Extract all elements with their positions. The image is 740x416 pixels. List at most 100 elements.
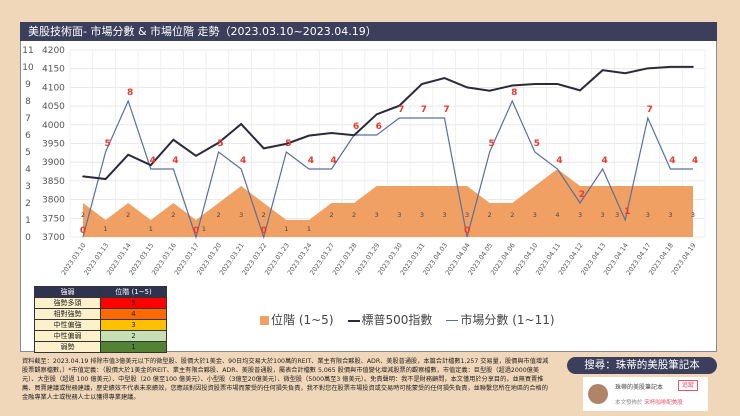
score-label: 5 bbox=[217, 139, 223, 149]
row-value: 4 bbox=[100, 308, 167, 320]
sp500-point bbox=[285, 143, 288, 145]
sp500-point bbox=[692, 66, 694, 68]
table-row: 中性偏弱 2 bbox=[34, 330, 167, 342]
row-label: 中性偏弱 bbox=[34, 330, 101, 342]
score-label: 7 bbox=[421, 105, 427, 115]
score-label: 8 bbox=[127, 88, 133, 98]
level-label: 3 bbox=[375, 211, 379, 219]
score-label: 7 bbox=[398, 105, 404, 115]
right-axis-tick: 3950 bbox=[42, 140, 65, 150]
row-label: 相對強勢 bbox=[34, 308, 101, 320]
score-label: 5 bbox=[285, 139, 291, 149]
sp500-line bbox=[82, 65, 693, 181]
row-label: 中性偏強 bbox=[34, 319, 101, 331]
sp500-point bbox=[127, 153, 129, 156]
level-label: 4 bbox=[555, 211, 559, 219]
level-label: 2 bbox=[329, 211, 333, 219]
level-label: 3 bbox=[578, 211, 582, 219]
level-label: 3 bbox=[397, 211, 401, 219]
published-info: 本文發佈於 宋杯咖啡配美股 bbox=[615, 400, 683, 406]
score-label: 5 bbox=[489, 139, 495, 149]
score-label: 4 bbox=[330, 156, 336, 166]
sp500-point bbox=[195, 155, 197, 157]
score-label: 8 bbox=[511, 88, 517, 98]
score-label: 4 bbox=[150, 156, 156, 166]
score-label: 6 bbox=[353, 122, 359, 132]
search-badge: 搜尋：珠蒂的美股筆記本 bbox=[567, 357, 717, 374]
row-label: 強勢多頭 bbox=[34, 297, 101, 309]
follow-button[interactable]: 追蹤 bbox=[678, 380, 699, 391]
level-label: 2 bbox=[171, 211, 175, 219]
table-row: 弱勢 1 bbox=[34, 341, 167, 353]
legend-item-score: 市場分數 (1~11) bbox=[446, 311, 555, 328]
sp500-point bbox=[511, 84, 514, 87]
right-axis-tick: 3850 bbox=[42, 177, 65, 187]
sp500-point bbox=[104, 178, 107, 180]
left-axis-tick: 0 bbox=[25, 233, 31, 243]
sp500-point bbox=[82, 175, 84, 178]
strength-legend-table: 強弱 位階 (1~5) 強勢多頭 5 相對強勢 4 中性偏強 3 中性偏弱 2 弱勢 1 bbox=[34, 286, 167, 353]
table-row: 強勢多頭 5 bbox=[34, 297, 167, 309]
level-label: 2 bbox=[488, 211, 492, 219]
sp500-point bbox=[647, 67, 649, 70]
right-axis-tick: 4000 bbox=[42, 121, 65, 131]
level-label: 3 bbox=[691, 211, 695, 219]
sp500-point bbox=[624, 72, 627, 74]
sp500-point bbox=[534, 83, 536, 85]
score-label: 0 bbox=[464, 226, 470, 236]
row-value: 2 bbox=[100, 330, 167, 342]
table-row: 中性偏強 3 bbox=[34, 319, 167, 331]
level-label: 2 bbox=[216, 211, 220, 219]
sp500-point bbox=[262, 147, 265, 150]
left-axis-tick: 5 bbox=[25, 148, 31, 158]
publication-link[interactable]: 宋杯咖啡配美股 bbox=[644, 400, 683, 406]
sp500-point bbox=[398, 104, 401, 107]
row-value: 3 bbox=[100, 319, 167, 331]
author-card[interactable]: 珠蒂的美股筆記本 追蹤 本文發佈於 宋杯咖啡配美股 bbox=[583, 377, 708, 411]
left-axis-tick: 1 bbox=[25, 216, 31, 226]
score-label: 7 bbox=[443, 105, 449, 115]
table-header: 強弱 bbox=[34, 286, 101, 298]
sp500-point bbox=[149, 164, 152, 166]
score-label: 0 bbox=[193, 226, 199, 236]
right-axis-tick: 3700 bbox=[42, 233, 65, 243]
score-label: 5 bbox=[104, 139, 110, 149]
sp500-point bbox=[669, 66, 672, 68]
level-label: 3 bbox=[420, 211, 424, 219]
right-axis-tick: 4200 bbox=[42, 46, 65, 56]
left-axis-tick: 9 bbox=[25, 80, 31, 90]
right-axis-tick: 3900 bbox=[42, 158, 65, 168]
sp500-point bbox=[240, 123, 242, 125]
level-label: 1 bbox=[149, 225, 153, 233]
score-label: 0 bbox=[80, 226, 86, 236]
level-label: 3 bbox=[533, 211, 537, 219]
sp500-point bbox=[421, 83, 423, 85]
sp500-point bbox=[217, 141, 220, 144]
sp500-point bbox=[579, 89, 581, 92]
level-area bbox=[83, 169, 693, 237]
level-label: 3 bbox=[239, 211, 243, 219]
score-label: 4 bbox=[556, 156, 562, 166]
legend-item-level: 位階 (1~5) bbox=[260, 311, 334, 328]
right-axis-tick: 3800 bbox=[42, 196, 65, 206]
score-label: 7 bbox=[647, 105, 653, 115]
score-label: 4 bbox=[172, 156, 178, 166]
level-label: 2 bbox=[81, 211, 85, 219]
sp500-point bbox=[308, 134, 310, 137]
table-header: 位階 (1~5) bbox=[100, 286, 167, 298]
left-axis-tick: 4 bbox=[25, 165, 31, 175]
level-label: 3 bbox=[646, 211, 650, 219]
left-axis-tick: 11 bbox=[22, 46, 33, 56]
right-axis-tick: 3750 bbox=[42, 214, 65, 224]
level-label: 1 bbox=[307, 225, 311, 233]
score-label: 6 bbox=[376, 122, 382, 132]
sp500-point bbox=[375, 113, 378, 116]
score-line bbox=[82, 99, 693, 240]
score-label: 5 bbox=[534, 139, 540, 149]
legend-item-sp500: 標普500指數 bbox=[347, 311, 432, 328]
right-axis-tick: 4150 bbox=[42, 65, 65, 75]
left-axis-tick: 8 bbox=[25, 97, 31, 107]
left-axis-tick: 10 bbox=[22, 63, 34, 73]
author-name: 珠蒂的美股筆記本 bbox=[615, 384, 664, 391]
sp500-point bbox=[330, 132, 333, 134]
